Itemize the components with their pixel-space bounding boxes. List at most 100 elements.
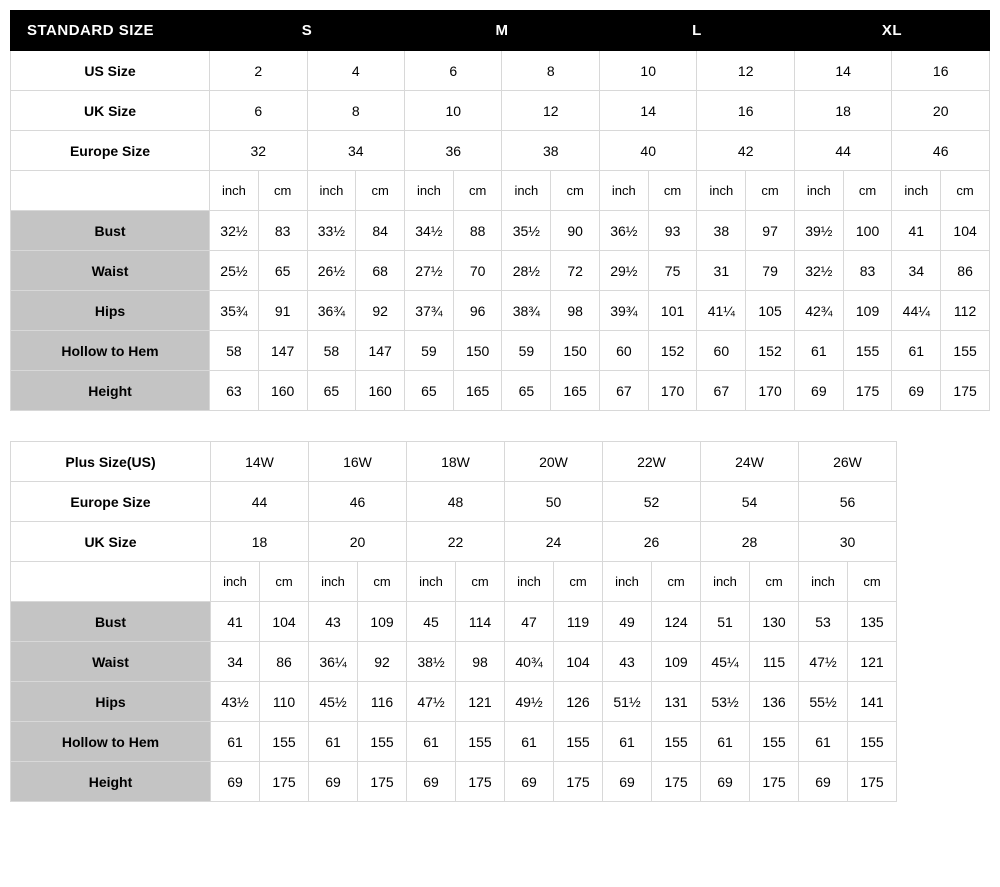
measure-cell: 175: [843, 371, 892, 411]
measure-cell: 69: [309, 762, 358, 802]
unit-cell: inch: [799, 562, 848, 602]
measure-cell: 155: [941, 331, 990, 371]
size-value: 34: [307, 131, 404, 171]
measure-cell: 28½: [502, 251, 551, 291]
measure-cell: 39½: [794, 211, 843, 251]
measure-label: Height: [11, 762, 211, 802]
measure-cell: 96: [453, 291, 502, 331]
size-value: 16: [892, 51, 990, 91]
measure-cell: 175: [848, 762, 897, 802]
unit-cell: cm: [746, 171, 795, 211]
measure-cell: 175: [456, 762, 505, 802]
measure-cell: 175: [750, 762, 799, 802]
size-table-standard: STANDARD SIZESMLXLUS Size246810121416UK …: [10, 10, 990, 411]
measure-cell: 86: [941, 251, 990, 291]
measure-cell: 51: [701, 602, 750, 642]
size-row-label: Europe Size: [11, 131, 210, 171]
measure-cell: 124: [652, 602, 701, 642]
measure-cell: 61: [407, 722, 456, 762]
measure-cell: 34½: [405, 211, 454, 251]
measure-cell: 147: [356, 331, 405, 371]
measure-cell: 65: [258, 251, 307, 291]
measure-row: Bust32½8333½8434½8835½9036½93389739½1004…: [11, 211, 990, 251]
measure-cell: 155: [554, 722, 603, 762]
measure-cell: 55½: [799, 682, 848, 722]
measure-label: Bust: [11, 211, 210, 251]
measure-cell: 35¾: [210, 291, 259, 331]
size-value: 20: [892, 91, 990, 131]
measure-cell: 69: [407, 762, 456, 802]
measure-row: Height6316065160651656516567170671706917…: [11, 371, 990, 411]
size-value: 18W: [407, 442, 505, 482]
measure-cell: 175: [652, 762, 701, 802]
measure-cell: 61: [794, 331, 843, 371]
unit-row: inchcminchcminchcminchcminchcminchcminch…: [11, 171, 990, 211]
measure-cell: 115: [750, 642, 799, 682]
size-value: 50: [505, 482, 603, 522]
measure-cell: 121: [848, 642, 897, 682]
measure-cell: 83: [843, 251, 892, 291]
measure-cell: 155: [260, 722, 309, 762]
measure-cell: 92: [356, 291, 405, 331]
measure-cell: 70: [453, 251, 502, 291]
measure-cell: 110: [260, 682, 309, 722]
header-label: STANDARD SIZE: [11, 11, 210, 51]
measure-cell: 65: [307, 371, 356, 411]
unit-cell: cm: [750, 562, 799, 602]
measure-cell: 79: [746, 251, 795, 291]
measure-cell: 34: [211, 642, 260, 682]
measure-row: Waist25½6526½6827½7028½7229½75317932½833…: [11, 251, 990, 291]
measure-cell: 65: [502, 371, 551, 411]
measure-cell: 160: [356, 371, 405, 411]
header-group: S: [210, 11, 405, 51]
measure-row: Bust41104431094511447119491245113053135: [11, 602, 897, 642]
measure-cell: 155: [652, 722, 701, 762]
measure-cell: 69: [794, 371, 843, 411]
size-value: 52: [603, 482, 701, 522]
size-row: UK Size18202224262830: [11, 522, 897, 562]
measure-cell: 160: [258, 371, 307, 411]
measure-cell: 43: [603, 642, 652, 682]
size-row: Europe Size44464850525456: [11, 482, 897, 522]
measure-cell: 36¾: [307, 291, 356, 331]
size-table-plus: Plus Size(US)14W16W18W20W22W24W26WEurope…: [10, 441, 897, 802]
measure-cell: 84: [356, 211, 405, 251]
measure-cell: 90: [551, 211, 600, 251]
unit-cell: cm: [648, 171, 697, 211]
measure-cell: 27½: [405, 251, 454, 291]
measure-cell: 69: [892, 371, 941, 411]
unit-cell: inch: [892, 171, 941, 211]
size-value: 12: [502, 91, 599, 131]
measure-cell: 34: [892, 251, 941, 291]
measure-cell: 38¾: [502, 291, 551, 331]
unit-cell: cm: [358, 562, 407, 602]
unit-cell: cm: [356, 171, 405, 211]
measure-cell: 41¼: [697, 291, 746, 331]
size-value: 54: [701, 482, 799, 522]
unit-cell: inch: [505, 562, 554, 602]
measure-cell: 59: [405, 331, 454, 371]
measure-cell: 116: [358, 682, 407, 722]
size-row: US Size246810121416: [11, 51, 990, 91]
measure-cell: 69: [211, 762, 260, 802]
measure-cell: 101: [648, 291, 697, 331]
measure-cell: 26½: [307, 251, 356, 291]
measure-cell: 114: [456, 602, 505, 642]
measure-row: Hollow to Hem611556115561155611556115561…: [11, 722, 897, 762]
unit-row-label: [11, 562, 211, 602]
unit-cell: cm: [554, 562, 603, 602]
size-value: 36: [405, 131, 502, 171]
measure-cell: 49: [603, 602, 652, 642]
size-row-label: Europe Size: [11, 482, 211, 522]
measure-cell: 152: [648, 331, 697, 371]
size-value: 16W: [309, 442, 407, 482]
measure-cell: 31: [697, 251, 746, 291]
measure-cell: 121: [456, 682, 505, 722]
measure-label: Hips: [11, 682, 211, 722]
size-value: 24: [505, 522, 603, 562]
measure-cell: 175: [260, 762, 309, 802]
measure-cell: 45½: [309, 682, 358, 722]
size-value: 16: [697, 91, 794, 131]
size-value: 38: [502, 131, 599, 171]
size-value: 26: [603, 522, 701, 562]
